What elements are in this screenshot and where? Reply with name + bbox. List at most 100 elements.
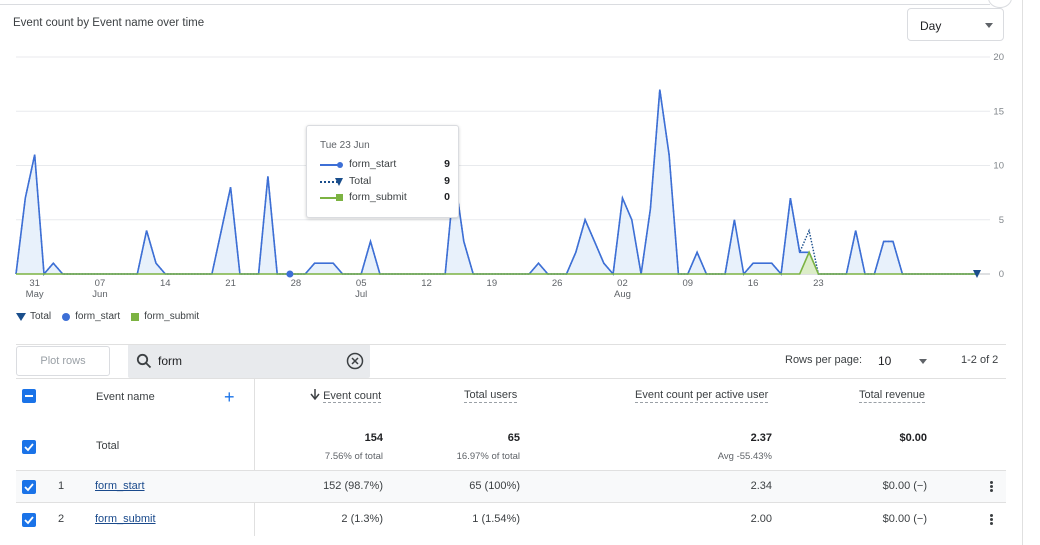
column-header-event-name[interactable]: Event name [96, 391, 155, 403]
x-tick-label: 31 [29, 278, 40, 289]
event-name-link[interactable]: form_submit [95, 513, 156, 525]
x-tick-label: 19 [487, 278, 498, 289]
x-tick-label: 28 [291, 278, 302, 289]
y-tick-label: 20 [993, 52, 1004, 63]
right-edge-divider [1022, 0, 1023, 545]
arrow-down-icon [310, 389, 320, 401]
column-header-total-users[interactable]: Total users [464, 389, 518, 403]
tooltip-value: 0 [444, 191, 450, 203]
check-icon [24, 516, 34, 525]
tooltip-row-form-submit: form_submit 0 [320, 191, 450, 205]
page-range: 1-2 of 2 [961, 354, 999, 366]
chart-title: Event count by Event name over time [13, 17, 205, 29]
legend-label: form_start [75, 311, 121, 322]
rows-per-page-dropdown[interactable]: 10 [873, 348, 933, 372]
table-column-divider [254, 378, 255, 536]
tooltip-label: Total [349, 175, 372, 187]
x-tick-month: Aug [614, 289, 631, 300]
y-axis: 20 15 10 5 0 [993, 52, 1004, 280]
legend-item-form-start[interactable]: form_start [61, 311, 120, 322]
x-tick-label: 02 [617, 278, 628, 289]
tooltip-value: 9 [444, 175, 450, 187]
form-start-line-icon [320, 162, 343, 168]
total-label: Total [96, 440, 120, 452]
corner-button[interactable] [988, 0, 1012, 8]
row-per-user: 2.00 [750, 513, 772, 525]
series-line-form-submit [16, 250, 977, 275]
row-index: 2 [58, 513, 65, 525]
total-revenue: $0.00 [899, 432, 927, 444]
row-total-users: 1 (1.54%) [472, 513, 520, 525]
legend-item-form-submit[interactable]: form_submit [130, 311, 199, 322]
total-users-share: 16.97% of total [456, 451, 520, 462]
x-tick-label: 14 [160, 278, 171, 289]
tooltip-date: Tue 23 Jun [320, 140, 370, 151]
check-icon [24, 483, 34, 492]
granularity-dropdown[interactable]: Day [907, 8, 1004, 41]
chart-series [15, 89, 981, 278]
rows-per-page-label: Rows per page: [785, 354, 863, 366]
total-event-count: 154 [364, 432, 383, 444]
x-tick-month: May [26, 289, 44, 300]
x-tick-label: 23 [813, 278, 824, 289]
table-divider [16, 470, 1006, 471]
form-start-marker-icon [62, 312, 71, 321]
more-vert-icon[interactable] [988, 514, 994, 528]
row-revenue: $0.00 (−) [882, 480, 927, 492]
table-divider [16, 502, 1006, 503]
chart-grid [16, 56, 990, 275]
series-area-form-start [16, 89, 977, 274]
x-tick-label: 26 [552, 278, 563, 289]
more-vert-icon[interactable] [988, 481, 994, 495]
form-submit-marker-icon [131, 312, 140, 321]
legend-item-total[interactable]: Total [16, 311, 51, 322]
chevron-down-icon [985, 23, 993, 28]
clear-search-icon[interactable] [346, 352, 364, 370]
select-all-checkbox[interactable] [22, 389, 36, 403]
y-tick-label: 0 [999, 269, 1004, 280]
row-revenue: $0.00 (−) [882, 513, 927, 525]
row-checkbox[interactable] [22, 513, 36, 527]
search-icon [136, 353, 152, 369]
tooltip-label: form_start [349, 158, 397, 170]
chart-tooltip: Tue 23 Jun form_start 9 Total 9 form_sub… [306, 125, 459, 218]
row-checkbox[interactable] [22, 480, 36, 494]
column-header-per-user[interactable]: Event count per active user [635, 389, 769, 403]
row-event-count: 152 (98.7%) [323, 480, 383, 492]
row-total-users: 65 (100%) [469, 480, 520, 492]
legend-label: Total [30, 311, 52, 322]
search-box [128, 344, 370, 378]
event-name-link[interactable]: form_start [95, 480, 145, 492]
form-submit-line-icon [320, 194, 343, 201]
total-event-count-share: 7.56% of total [324, 451, 383, 462]
x-tick-label: 07 [95, 278, 106, 289]
x-tick-label: 12 [421, 278, 432, 289]
tooltip-label: form_submit [349, 191, 407, 203]
tooltip-row-total: Total 9 [320, 175, 450, 189]
rows-per-page-value: 10 [878, 354, 892, 368]
tooltip-value: 9 [444, 158, 450, 170]
add-dimension-icon[interactable]: + [224, 387, 235, 407]
hover-marker [286, 270, 294, 278]
table-divider [16, 378, 1006, 379]
total-row-checkbox[interactable] [22, 440, 36, 454]
event-count-header-label: Event count [323, 390, 382, 403]
y-tick-label: 5 [999, 215, 1004, 226]
x-tick-label: 09 [682, 278, 693, 289]
x-tick-month: Jul [355, 289, 367, 300]
column-header-revenue[interactable]: Total revenue [859, 389, 926, 403]
column-header-event-count[interactable]: Event count [310, 389, 382, 403]
tooltip-row-form-start: form_start 9 [320, 158, 450, 172]
x-tick-label: 05 [356, 278, 367, 289]
chart-legend: Total form_start form_submit [16, 311, 199, 322]
granularity-value: Day [920, 19, 942, 33]
total-per-user: 2.37 [750, 432, 772, 444]
table-top-divider [16, 344, 1006, 345]
plot-rows-button[interactable]: Plot rows [16, 346, 110, 376]
row-per-user: 2.34 [750, 480, 772, 492]
end-marker [973, 270, 981, 278]
chevron-down-icon [919, 359, 927, 364]
x-tick-label: 21 [225, 278, 236, 289]
search-input[interactable] [158, 351, 328, 371]
